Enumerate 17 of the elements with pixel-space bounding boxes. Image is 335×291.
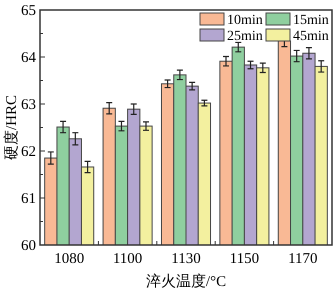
x-tick-label: 1170 [288,251,318,267]
x-tick-label: 1150 [230,251,260,267]
y-axis-title: 硬度/HRC [3,94,20,160]
legend-label: 45min [293,29,329,44]
legend-label: 10min [227,13,263,28]
legend-label: 15min [293,13,329,28]
x-tick-label: 1080 [54,251,84,267]
y-tick-label: 63 [21,97,36,113]
legend-label: 25min [227,29,263,44]
y-tick-label: 61 [21,191,36,207]
y-tick-label: 64 [21,50,36,66]
x-tick-label: 1130 [171,251,201,267]
y-tick-label: 62 [21,144,36,160]
y-tick-label: 65 [21,3,36,19]
y-tick-label: 60 [21,238,36,254]
x-axis-title: 淬火温度/°C [146,273,226,290]
x-tick-label: 1100 [112,251,142,267]
